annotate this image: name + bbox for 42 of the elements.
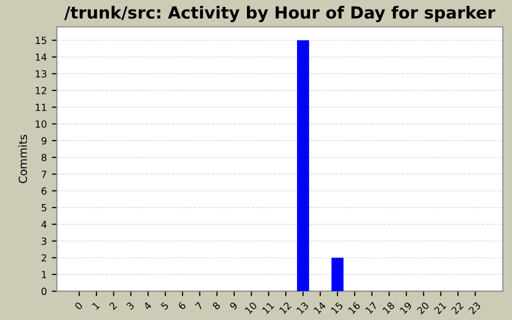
x-tick-label: 17 [365,302,378,314]
x-tick-label: 3 [126,302,134,310]
x-tick-label: 7 [195,302,204,310]
x-tick-label: 21 [434,302,446,314]
y-tick-label: 11 [36,104,46,111]
y-tick-label: 8 [42,154,46,162]
x-tick-label: 15 [330,302,344,314]
chart-title: /trunk/src: Activity by Hour of Day for sparker [64,6,496,22]
x-tick-label: 14 [314,302,326,314]
y-tick-label: 15 [36,36,46,44]
x-tick-label: 19 [400,302,412,314]
y-tick-label: 0 [42,288,46,296]
y-tick-label: 2 [42,254,46,262]
x-tick-label: 1 [92,302,100,310]
y-tick-label: 6 [42,187,46,195]
x-tick-label: 5 [160,302,169,310]
y-axis-title: Commits [18,134,28,184]
y-tick-label: 10 [36,120,46,128]
x-tick-label: 0 [74,302,83,310]
y-tick-label: 5 [42,204,46,212]
x-tick-label: 18 [382,302,396,314]
y-tick-label: 3 [42,237,46,245]
x-tick-label: 11 [262,302,274,314]
x-tick-label: 12 [279,302,292,314]
x-tick-label: 9 [229,302,238,310]
y-tick-label: 1 [42,271,46,278]
x-tick-label: 23 [468,302,482,314]
x-tick-label: 22 [450,302,464,314]
x-tick-label: 20 [416,302,430,314]
x-tick-label: 13 [296,302,309,314]
y-tick-label: 14 [36,54,47,61]
x-tick-label: 4 [143,302,152,310]
x-tick-label: 8 [212,302,221,310]
x-tick-label: 16 [348,301,361,314]
x-tick-label: 10 [244,302,258,314]
y-tick-label: 12 [36,86,46,94]
y-tick-label: 7 [42,170,46,178]
y-tick-label: 4 [41,220,47,228]
y-tick-label: 9 [42,137,46,144]
x-tick-label: 6 [178,301,186,310]
x-tick-label: 2 [108,302,118,310]
y-tick-label: 13 [36,70,46,78]
